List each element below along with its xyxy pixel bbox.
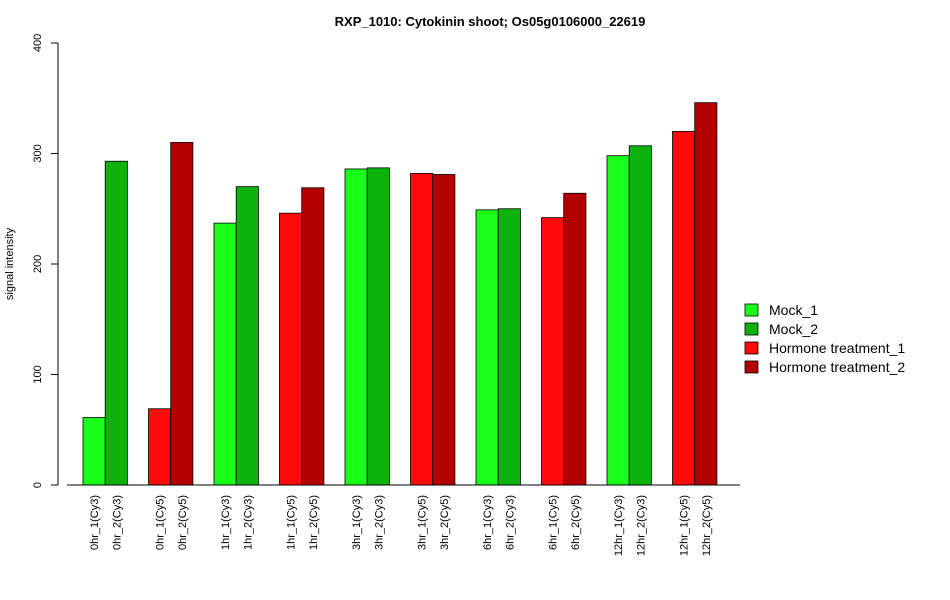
- legend-swatch: [744, 303, 759, 317]
- bar: [563, 192, 587, 486]
- bar: [475, 209, 499, 486]
- legend-label: Mock_1: [769, 302, 818, 318]
- x-tick-label: 1hr_2(Cy5): [308, 495, 320, 550]
- bar: [235, 186, 259, 486]
- x-tick-label: 3hr_1(Cy3): [351, 495, 363, 550]
- x-tick-label: 6hr_2(Cy3): [504, 495, 516, 550]
- y-axis: 0 100 200 300 400: [32, 34, 59, 488]
- legend: Mock_1 Mock_2 Hormone treatment_1 Hormone t…: [744, 302, 905, 375]
- legend-swatch: [744, 341, 759, 355]
- x-tick-label: 12hr_2(Cy5): [701, 495, 713, 556]
- bar: [628, 145, 652, 486]
- bar: [104, 160, 128, 486]
- x-tick-label: 3hr_1(Cy5): [417, 495, 429, 550]
- bar: [279, 212, 303, 486]
- bar: [432, 174, 456, 486]
- y-tick-label: 0: [32, 482, 44, 488]
- x-tick-label: 6hr_1(Cy3): [482, 495, 494, 550]
- legend-swatch: [744, 360, 759, 374]
- legend-label: Hormone treatment_1: [769, 340, 905, 356]
- bar: [213, 222, 237, 486]
- y-tick-label: 300: [32, 144, 44, 162]
- x-tick-label: 0hr_1(Cy5): [155, 495, 167, 550]
- bar: [694, 102, 718, 486]
- x-tick-label: 6hr_1(Cy5): [548, 495, 560, 550]
- bar: [541, 217, 565, 486]
- x-tick-label: 0hr_1(Cy3): [89, 495, 101, 550]
- bar: [497, 208, 521, 486]
- legend-swatch: [744, 322, 759, 336]
- x-tick-label: 3hr_2(Cy5): [439, 495, 451, 550]
- bar: [82, 417, 106, 486]
- y-tick-label: 100: [32, 365, 44, 383]
- bar: [366, 167, 390, 486]
- y-axis-label: signal intensity: [4, 227, 16, 300]
- x-tick-label: 1hr_2(Cy3): [242, 495, 254, 550]
- bar: [301, 187, 325, 486]
- x-tick-labels: 0hr_1(Cy3) 0hr_2(Cy3) 0hr_1(Cy5) 0hr_2(Cy5)…: [89, 495, 713, 556]
- bar: [606, 155, 630, 486]
- bar: [170, 142, 194, 486]
- x-tick-label: 12hr_1(Cy5): [679, 495, 691, 556]
- chart-title: RXP_1010: Cytokinin shoot; Os05g0106000_…: [335, 14, 646, 29]
- x-tick-label: 0hr_2(Cy3): [111, 495, 123, 550]
- x-tick-label: 1hr_1(Cy3): [220, 495, 232, 550]
- x-tick-label: 12hr_1(Cy3): [613, 495, 625, 556]
- x-tick-label: 12hr_2(Cy3): [635, 495, 647, 556]
- bar: [672, 130, 696, 486]
- legend-label: Hormone treatment_2: [769, 359, 905, 375]
- x-tick-label: 3hr_2(Cy3): [373, 495, 385, 550]
- bar: [410, 172, 434, 486]
- x-tick-label: 1hr_1(Cy5): [286, 495, 298, 550]
- y-tick-label: 200: [32, 255, 44, 273]
- y-tick-label: 400: [32, 34, 44, 52]
- x-tick-label: 6hr_2(Cy5): [570, 495, 582, 550]
- bars-group: [82, 102, 718, 486]
- bar: [148, 408, 172, 486]
- bar: [344, 168, 368, 486]
- x-tick-label: 0hr_2(Cy5): [177, 495, 189, 550]
- legend-label: Mock_2: [769, 321, 818, 337]
